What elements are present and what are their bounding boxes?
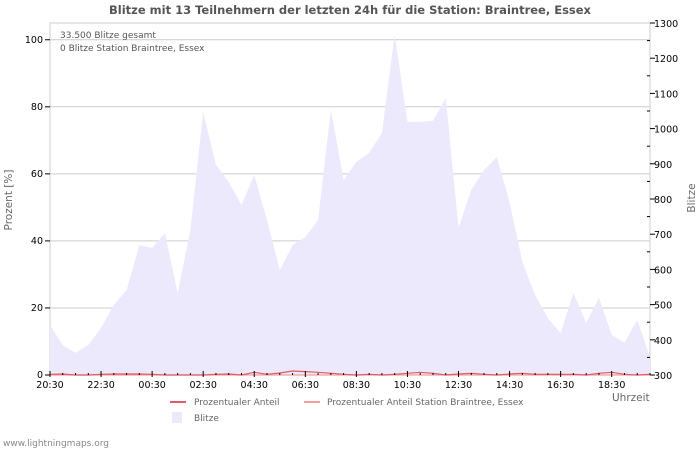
x-axis-label: Uhrzeit	[612, 392, 650, 404]
x-tick-label: 02:30	[189, 380, 216, 391]
y-tick-label-left: 20	[31, 303, 43, 314]
y-tick-label-right: 1200	[654, 54, 678, 65]
chart-title: Blitze mit 13 Teilnehmern der letzten 24…	[109, 3, 592, 17]
y-tick-label-left: 40	[31, 236, 43, 247]
y-tick-label-left: 60	[31, 169, 43, 180]
y-tick-label-left: 100	[25, 35, 43, 46]
y-axis-left-label: Prozent [%]	[3, 170, 15, 231]
y-tick-label-right: 1300	[654, 19, 678, 30]
annotation-total: 33.500 Blitze gesamt	[60, 31, 156, 41]
y-tick-label-right: 600	[654, 265, 672, 276]
x-tick-label: 08:30	[343, 380, 370, 391]
x-tick-label: 14:30	[496, 380, 523, 391]
y-tick-label-right: 1000	[654, 125, 678, 136]
x-tick-label: 22:30	[87, 380, 114, 391]
x-tick-label: 20:30	[36, 380, 63, 391]
x-tick-label: 00:30	[138, 380, 165, 391]
legend: Prozentualer Anteil Prozentualer Anteil …	[170, 398, 524, 424]
y-tick-label-right: 300	[654, 371, 672, 382]
x-tick-label: 10:30	[394, 380, 421, 391]
x-tick-label: 04:30	[241, 380, 268, 391]
y-tick-label-right: 500	[654, 301, 672, 312]
footer-link[interactable]: www.lightningmaps.org	[3, 439, 109, 449]
series-area-blitze	[50, 34, 650, 376]
x-tick-label: 06:30	[292, 380, 319, 391]
series-line-anteil	[49, 370, 651, 376]
y-tick-label-left: 80	[31, 102, 43, 113]
legend-label-anteil: Prozentualer Anteil	[194, 398, 280, 408]
y-tick-label-right: 800	[654, 195, 672, 206]
y-tick-label-right: 1100	[654, 89, 678, 100]
legend-swatch-blitze	[172, 412, 182, 423]
y-tick-label-right: 900	[654, 160, 672, 171]
y-axis-right-label: Blitze	[686, 183, 698, 212]
y-tick-label-left: 0	[37, 370, 43, 381]
x-tick-label: 18:30	[598, 380, 625, 391]
y-tick-label-right: 700	[654, 230, 672, 241]
x-tick-label: 16:30	[547, 380, 574, 391]
legend-label-blitze: Blitze	[194, 414, 219, 424]
x-tick-label: 12:30	[445, 380, 472, 391]
legend-label-station: Prozentualer Anteil Station Braintree, E…	[327, 398, 524, 408]
annotation-station: 0 Blitze Station Braintree, Essex	[60, 44, 205, 54]
y-tick-label-right: 400	[654, 336, 672, 347]
